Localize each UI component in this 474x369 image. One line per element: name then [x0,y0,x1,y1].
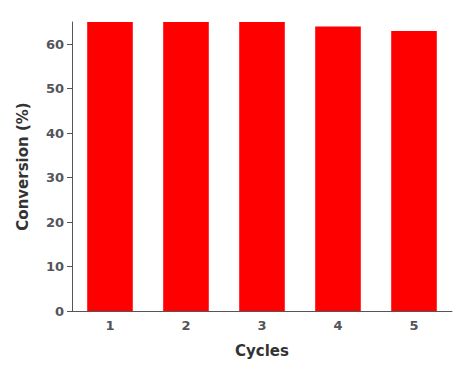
svg-text:0: 0 [55,304,64,319]
svg-text:Cycles: Cycles [235,342,289,360]
svg-text:3: 3 [257,318,266,333]
svg-text:40: 40 [46,126,64,141]
svg-text:4: 4 [333,318,342,333]
svg-text:10: 10 [46,259,64,274]
svg-text:20: 20 [46,215,64,230]
svg-text:50: 50 [46,81,64,96]
svg-text:1: 1 [105,318,114,333]
svg-text:30: 30 [46,170,64,185]
svg-text:2: 2 [181,318,190,333]
svg-text:5: 5 [409,318,418,333]
svg-text:60: 60 [46,37,64,52]
svg-text:Conversion (%): Conversion (%) [14,102,32,230]
